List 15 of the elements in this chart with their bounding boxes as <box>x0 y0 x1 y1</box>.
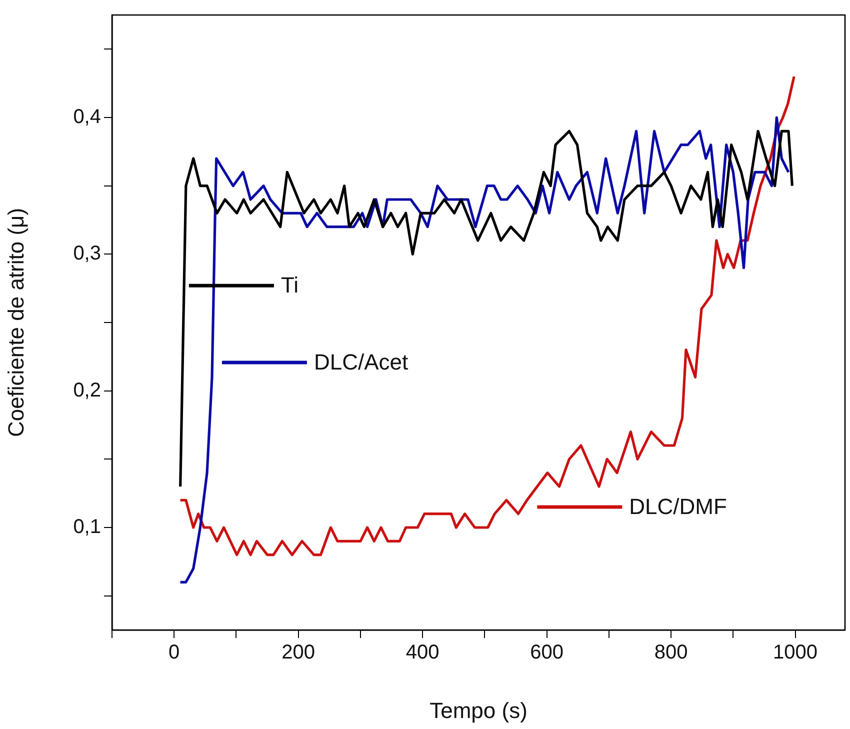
x-tick-label: 0 <box>168 642 180 664</box>
y-tick-label: 0,4 <box>73 106 101 128</box>
legend-label: Ti <box>280 272 298 298</box>
x-tick-label: 1000 <box>773 642 818 664</box>
legend-label: DLC/DMF <box>629 494 727 520</box>
x-tick-label: 800 <box>654 642 688 664</box>
x-tick-label: 400 <box>406 642 440 664</box>
legend-label: DLC/Acet <box>314 350 408 375</box>
y-tick-label: 0,3 <box>73 242 101 265</box>
y-tick-label: 0,1 <box>73 516 101 538</box>
x-tick-label: 200 <box>282 642 316 664</box>
x-tick-label: 600 <box>530 642 564 664</box>
y-tick-label: 0,2 <box>73 379 101 402</box>
y-axis-title: Coeficiente de atrito (μ) <box>3 208 28 438</box>
x-axis-title: Tempo (s) <box>430 698 528 723</box>
